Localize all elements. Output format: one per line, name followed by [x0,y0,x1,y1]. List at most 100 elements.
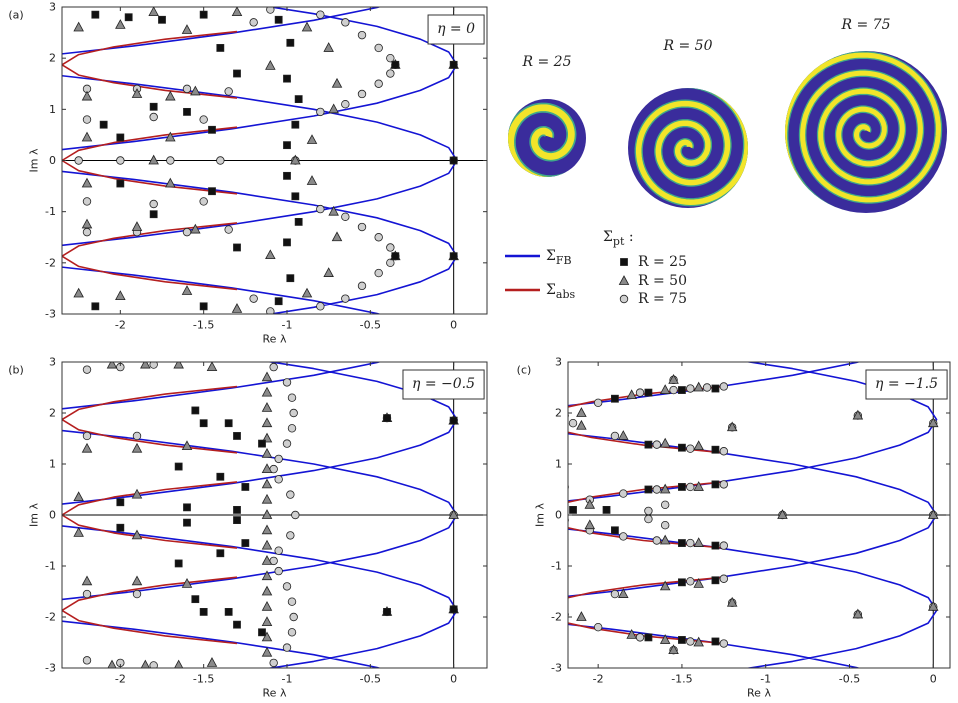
x-tick-label: -1.5 [193,673,214,686]
point [83,198,91,206]
point [712,385,719,392]
legend: ΣFBΣabsΣpt :R = 25R = 50R = 75 [505,229,687,307]
legend-title-subscript: pt [613,235,625,248]
point [225,608,232,615]
point [687,638,695,646]
point [384,415,391,422]
point [720,447,728,455]
x-tick-label: -1.5 [193,319,214,332]
point [720,640,728,648]
point [661,521,669,529]
point [175,560,182,567]
point [150,113,158,121]
x-tick-label: -2 [593,673,604,686]
point [712,481,719,488]
point [687,539,695,547]
point [720,542,728,550]
point [611,395,618,402]
point [678,444,685,451]
annotation: η = −1.5 [875,376,938,392]
point [450,157,457,164]
point [450,61,457,68]
point [358,31,366,39]
panel: -3-2-10123-2-1.5-1-0.50Re λIm λη = 0 [28,0,488,346]
point [358,282,366,290]
point [75,157,83,165]
point [225,88,233,96]
point [83,366,91,374]
point [83,432,91,440]
y-axis-label: Im λ [28,148,41,172]
point [217,473,224,480]
y-tick-label: -2 [45,256,56,269]
point [217,550,224,557]
y-tick-label: -1 [45,560,56,573]
point [358,90,366,98]
point [387,70,395,78]
point [375,269,383,277]
y-axis-label: Im λ [28,503,41,527]
y-axis-label: Im λ [534,503,547,527]
point [150,211,157,218]
point [275,567,283,575]
point [712,577,719,584]
point [250,19,258,27]
point [259,629,266,636]
point [712,638,719,645]
point [92,303,99,310]
inset: R = 50 [627,38,748,208]
point [234,506,241,513]
point [317,108,325,116]
point [287,532,295,540]
point [242,540,249,547]
point [636,634,644,642]
point [275,298,282,305]
y-tick-label: 2 [49,407,56,420]
point [284,142,291,149]
point [117,499,124,506]
point [287,39,294,46]
point [645,441,652,448]
point [284,172,291,179]
point [283,440,291,448]
y-tick-label: -1 [551,560,562,573]
point [387,54,395,62]
point [290,613,298,621]
point [192,407,199,414]
point [611,527,618,534]
legend-marker [620,295,628,303]
y-tick-label: -1 [45,205,56,218]
point [678,540,685,547]
point [317,205,325,213]
annotation: η = −0.5 [412,376,475,392]
legend-marker [621,259,628,266]
point [159,16,166,23]
y-tick-label: -3 [45,308,56,321]
point [209,188,216,195]
point [117,134,124,141]
point [653,441,661,449]
point [133,432,141,440]
legend-label: Σabs [546,282,576,301]
y-tick-label: 3 [49,1,56,14]
point [687,385,695,393]
point [317,11,325,19]
point [192,596,199,603]
point [619,533,627,541]
legend-label: ΣFB [546,248,572,267]
point [259,440,266,447]
legend-title-suffix: : [624,229,633,245]
point [209,126,216,133]
point [645,515,653,523]
point [342,213,350,221]
panel-label: (b) [8,364,24,377]
point [270,659,278,667]
point [175,463,182,470]
y-tick-label: 0 [555,509,562,522]
point [703,384,711,392]
point [275,476,283,484]
point [720,383,728,391]
x-axis-label: Re λ [263,687,287,700]
point [561,483,569,491]
point [100,121,107,128]
